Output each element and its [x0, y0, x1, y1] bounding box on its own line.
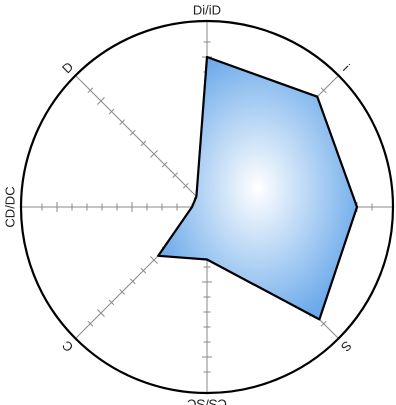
tick-7-10 [97, 97, 105, 105]
tick-7-3 [172, 172, 179, 179]
axis-label-1: i [340, 61, 353, 74]
data-polygon [157, 55, 359, 321]
tick-7-2 [182, 182, 189, 189]
tick-1-11 [320, 87, 327, 94]
tick-5-7 [129, 278, 136, 285]
tick-5-6 [140, 267, 147, 274]
spoke-7 [75, 75, 208, 208]
tick-7-7 [129, 129, 136, 136]
axis-label-3: S [338, 338, 355, 355]
tick-7-9 [108, 108, 115, 115]
axis-label-0: Di/iD [193, 2, 221, 17]
axis-label-4: CS/SC [187, 397, 227, 405]
axis-label-7: D [59, 59, 76, 76]
outer-circle [19, 19, 395, 395]
tick-7-4 [161, 161, 168, 168]
tick-5-8 [119, 289, 125, 295]
tick-5-10 [97, 309, 105, 317]
tick-3-11 [320, 320, 327, 327]
tick-7-11 [87, 87, 94, 94]
tick-7-8 [119, 119, 125, 125]
tick-7-6 [140, 140, 147, 147]
axis-label-5: C [59, 338, 76, 355]
tick-5-5 [150, 256, 158, 264]
tick-5-11 [87, 320, 94, 327]
tick-7-5 [150, 150, 158, 158]
tick-5-9 [108, 299, 115, 306]
axis-label-6: CD/DC [2, 186, 17, 227]
